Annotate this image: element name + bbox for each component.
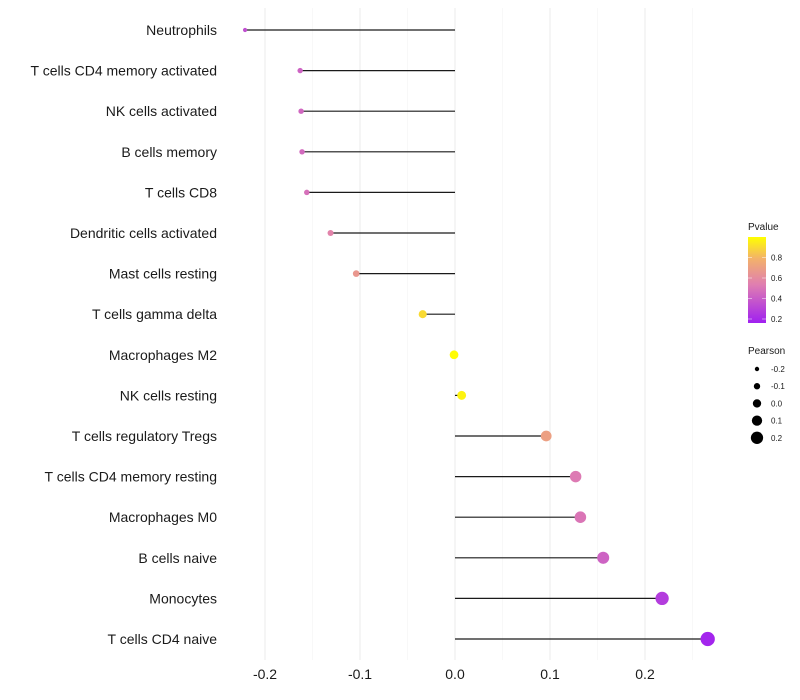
lollipop-point — [297, 67, 303, 74]
y-tick-label: T cells regulatory Tregs — [72, 428, 217, 444]
pearson-legend-key — [751, 415, 763, 426]
pearson-legend: Pearson -0.2 -0.1 0.0 0.1 0.2 — [748, 346, 785, 444]
pearson-legend-label: 0.0 — [771, 399, 783, 408]
pearson-legend-label: 0.1 — [771, 417, 783, 426]
lollipop-point — [540, 430, 552, 442]
x-tick-label: 0.0 — [445, 666, 465, 682]
gridlines — [264, 8, 693, 660]
lollipop-point — [327, 229, 334, 237]
y-tick-label: Mast cells resting — [109, 266, 217, 282]
pearson-legend-key — [753, 383, 761, 390]
lollipop-point — [304, 189, 310, 196]
lollipop-point — [242, 27, 248, 33]
lollipop-point — [418, 310, 427, 319]
pvalue-legend-label: 0.8 — [771, 254, 783, 263]
x-tick-label: 0.2 — [635, 666, 655, 682]
y-tick-label: T cells CD4 naive — [108, 631, 218, 647]
x-tick-label: -0.1 — [348, 666, 372, 682]
pearson-legend-label: -0.1 — [771, 382, 785, 391]
y-tick-label: T cells CD8 — [145, 184, 217, 200]
lollipop-point — [449, 350, 459, 360]
y-tick-label: Dendritic cells activated — [70, 225, 217, 241]
y-tick-label: B cells naive — [138, 550, 217, 566]
pearson-legend-key — [752, 399, 762, 408]
lollipop-point — [655, 591, 669, 606]
lollipop-point — [299, 149, 305, 155]
y-tick-label: Macrophages M0 — [109, 509, 217, 525]
lollipop-point — [569, 470, 582, 483]
x-tick-label: -0.2 — [253, 666, 277, 682]
y-tick-label: T cells CD4 memory activated — [31, 63, 217, 79]
pvalue-legend-label: 0.2 — [771, 315, 783, 324]
pearson-legend-title: Pearson — [748, 346, 785, 357]
lollipop-stems — [245, 29, 708, 640]
lollipop-point — [457, 390, 467, 400]
y-axis-labels: Neutrophils T cells CD4 memory activated N… — [31, 22, 218, 647]
lollipop-points — [242, 27, 715, 647]
y-tick-label: Monocytes — [149, 590, 217, 606]
y-tick-label: T cells CD4 memory resting — [45, 469, 217, 485]
pvalue-legend-label: 0.6 — [771, 274, 783, 283]
pvalue-colorbar — [748, 237, 766, 323]
lollipop-point — [700, 631, 715, 647]
pearson-legend-label: -0.2 — [771, 365, 785, 374]
lollipop-point — [574, 511, 587, 523]
y-tick-label: NK cells resting — [120, 387, 217, 403]
pvalue-legend-label: 0.4 — [771, 295, 783, 304]
x-axis-ticks: -0.2 -0.1 0.0 0.1 0.2 — [253, 666, 655, 682]
y-tick-label: Macrophages M2 — [109, 347, 217, 363]
lollipop-point — [352, 270, 360, 277]
y-tick-label: Neutrophils — [146, 22, 217, 38]
y-tick-label: NK cells activated — [106, 103, 217, 119]
lollipop-point — [298, 108, 304, 114]
pvalue-legend-title: Pvalue — [748, 222, 779, 233]
pearson-legend-key — [750, 431, 764, 444]
pearson-legend-label: 0.2 — [771, 434, 783, 443]
pearson-legend-key — [754, 366, 760, 372]
pvalue-legend: Pvalue 0.2 0.4 0.6 0.8 — [748, 222, 783, 324]
x-tick-label: 0.1 — [540, 666, 560, 682]
y-tick-label: T cells gamma delta — [92, 306, 217, 322]
lollipop-point — [597, 551, 610, 564]
y-tick-label: B cells memory — [121, 144, 217, 160]
